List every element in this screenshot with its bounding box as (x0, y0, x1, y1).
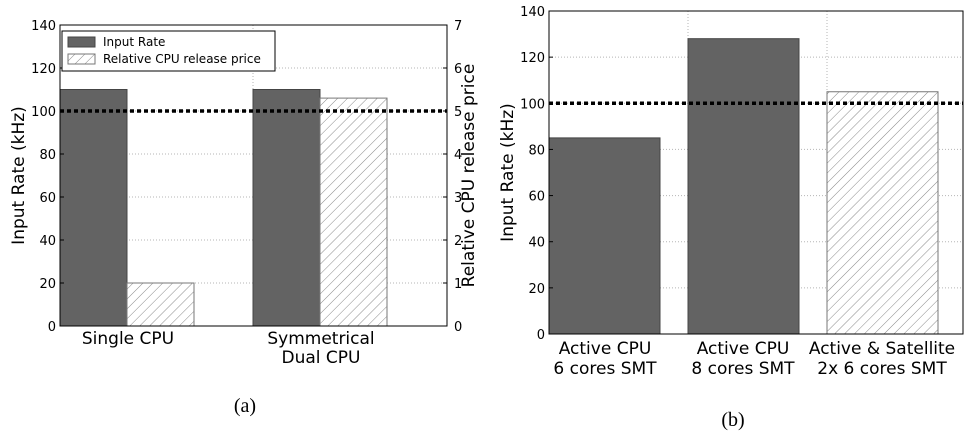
x-category-label: Dual CPU (282, 348, 361, 368)
x-category-label: 6 cores SMT (553, 359, 657, 379)
x-category-label: 8 cores SMT (691, 359, 795, 379)
x-category-label: Symmetrical (267, 329, 374, 349)
legend-label: Relative CPU release price (103, 52, 261, 66)
y-tick-label: 60 (39, 191, 56, 206)
y-tick-label: 100 (520, 97, 545, 112)
y-tick-label: 0 (537, 328, 545, 343)
y2-axis-label: Relative CPU release price (459, 64, 479, 288)
chart-panel-b: 0 20 40 60 80 100 120 140 Input Rate (kHz) Active… (498, 5, 964, 431)
y-tick-label: 120 (520, 51, 545, 66)
y-tick-label: 140 (31, 19, 56, 34)
y2-tick-label: 7 (454, 19, 462, 34)
legend-swatch (67, 36, 96, 48)
plot-frame (59, 24, 448, 327)
bar (826, 91, 939, 335)
x-category-label: Single CPU (82, 329, 174, 349)
y-tick-label: 140 (520, 5, 545, 20)
y2-tick-label: 4 (454, 148, 462, 163)
x-category-label: Active CPU (697, 339, 790, 359)
bar (252, 89, 321, 327)
y2-tick-label: 0 (454, 320, 462, 335)
y-tick-label: 20 (528, 282, 545, 297)
y-tick-label: 80 (39, 148, 56, 163)
y-tick-label: 20 (39, 277, 56, 292)
panel-caption: (a) (234, 395, 256, 417)
legend-swatch (67, 53, 96, 65)
bar (59, 89, 128, 327)
y2-tick-label: 2 (454, 234, 462, 249)
y-axis-label: Input Rate (kHz) (498, 103, 518, 242)
bar (548, 137, 661, 335)
x-category-label: Active CPU (559, 339, 652, 359)
bar (126, 282, 195, 327)
y2-tick-label: 3 (454, 191, 462, 206)
y2-tick-label: 5 (454, 105, 462, 120)
y2-tick-label: 1 (454, 277, 462, 292)
bar (319, 97, 388, 327)
y-tick-label: 0 (48, 320, 56, 335)
y-tick-label: 40 (528, 236, 545, 251)
y-tick-label: 60 (528, 190, 545, 205)
legend-box (61, 30, 276, 72)
x-category-label: 2x 6 cores SMT (817, 359, 947, 379)
y-tick-label: 40 (39, 234, 56, 249)
chart-panel-a: 0 20 40 60 80 100 120 140 0 1 2 3 4 5 6 7 Input Rate (kH… (9, 19, 479, 417)
plot-frame (548, 10, 964, 335)
y-tick-label: 100 (31, 105, 56, 120)
y-tick-label: 80 (528, 143, 545, 158)
y2-tick-label: 6 (454, 62, 462, 77)
x-category-label: Active & Satellite (809, 339, 955, 359)
panel-caption: (b) (721, 409, 744, 431)
y-tick-label: 120 (31, 62, 56, 77)
y-axis-label: Input Rate (kHz) (9, 106, 29, 245)
bar (687, 38, 800, 335)
legend-label: Input Rate (103, 35, 165, 49)
